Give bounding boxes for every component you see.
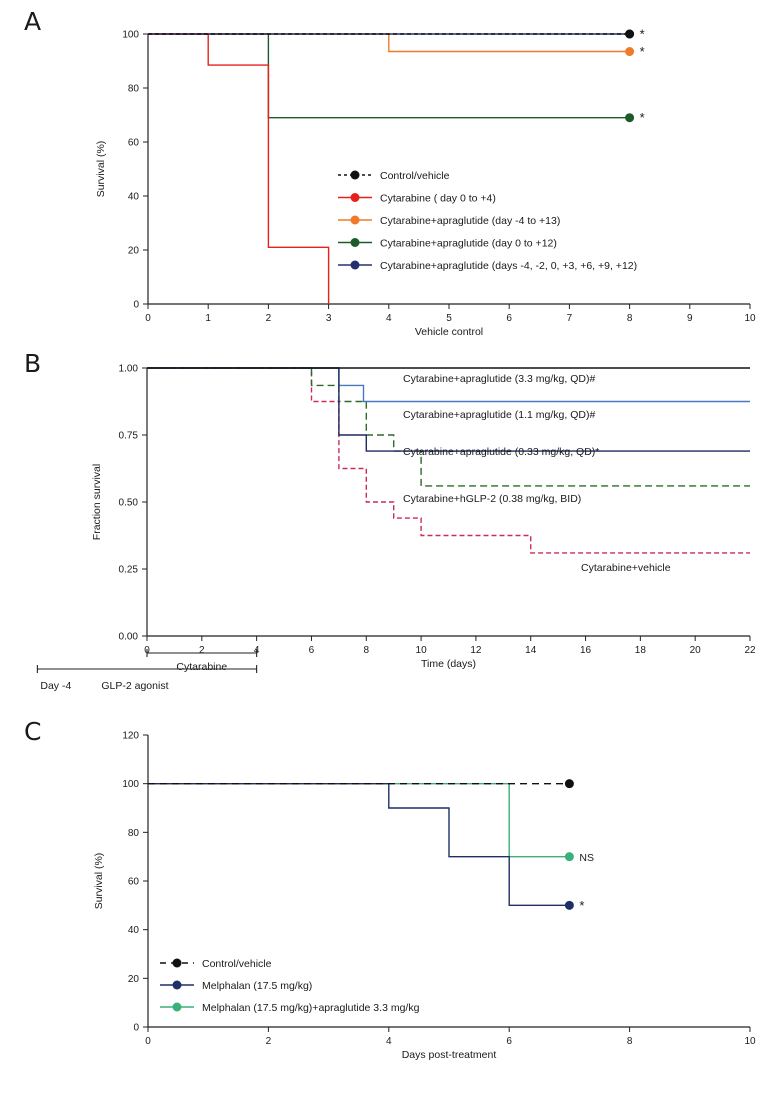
y-tick-label: 0 bbox=[133, 300, 139, 311]
x-tick-label: 4 bbox=[386, 313, 392, 324]
y-axis-label: Survival (%) bbox=[95, 141, 107, 198]
series-annotation: Cytarabine+apraglutide (3.3 mg/kg, QD)# bbox=[403, 373, 595, 385]
significance-label: * bbox=[579, 898, 584, 913]
series-annotation: Cytarabine+vehicle bbox=[581, 562, 671, 574]
y-tick-label: 0.75 bbox=[119, 431, 139, 442]
x-axis-label: Vehicle control bbox=[415, 326, 483, 338]
y-tick-label: 0.00 bbox=[119, 632, 139, 643]
x-tick-label: 8 bbox=[627, 313, 633, 324]
x-tick-label: 8 bbox=[627, 1036, 633, 1047]
series-end-marker bbox=[564, 852, 574, 862]
significance-label: * bbox=[640, 110, 645, 125]
series-line bbox=[148, 33, 330, 304]
legend-marker bbox=[350, 260, 360, 270]
legend-entry: Cytarabine+apraglutide (day -4 to +13) bbox=[380, 215, 560, 227]
legend-entry: Control/vehicle bbox=[202, 958, 272, 970]
glp2-dosing-label: GLP-2 agonist bbox=[101, 680, 168, 692]
glp2-start-label: Day -4 bbox=[40, 680, 71, 692]
y-tick-label: 0 bbox=[133, 1023, 139, 1034]
legend-entry: Control/vehicle bbox=[380, 170, 450, 182]
y-tick-label: 80 bbox=[128, 84, 140, 95]
y-axis-label: Fraction survival bbox=[91, 464, 103, 540]
significance-label: * bbox=[640, 27, 645, 42]
x-tick-label: 16 bbox=[580, 645, 592, 656]
legend-marker bbox=[172, 980, 182, 990]
cytarabine-dosing-label: Cytarabine bbox=[176, 661, 227, 673]
panel-letter-a: A bbox=[24, 7, 41, 36]
legend-marker bbox=[172, 958, 182, 968]
x-tick-label: 6 bbox=[506, 1036, 512, 1047]
x-tick-label: 2 bbox=[266, 1036, 272, 1047]
y-tick-label: 0.25 bbox=[119, 565, 139, 576]
y-axis-label: Survival (%) bbox=[93, 853, 105, 910]
series-end-marker bbox=[625, 47, 635, 57]
x-tick-label: 3 bbox=[326, 313, 332, 324]
significance-label: * bbox=[640, 44, 645, 59]
series-annotation: Cytarabine+apraglutide (0.33 mg/kg, QD)* bbox=[403, 446, 599, 458]
y-tick-label: 60 bbox=[128, 138, 140, 149]
series-line bbox=[148, 33, 630, 53]
legend-marker bbox=[172, 1002, 182, 1012]
x-axis-label: Time (days) bbox=[421, 658, 476, 670]
legend-entry: Melphalan (17.5 mg/kg) bbox=[202, 980, 312, 992]
x-tick-label: 0 bbox=[145, 1036, 151, 1047]
significance-label: NS bbox=[579, 852, 594, 864]
y-tick-label: 20 bbox=[128, 246, 140, 257]
series-line bbox=[148, 783, 570, 858]
series-end-marker bbox=[564, 900, 574, 910]
x-tick-label: 10 bbox=[744, 313, 756, 324]
legend-entry: Melphalan (17.5 mg/kg)+apraglutide 3.3 m… bbox=[202, 1002, 420, 1014]
y-tick-label: 1.00 bbox=[119, 364, 139, 375]
series-line bbox=[147, 367, 750, 554]
legend-marker bbox=[350, 238, 360, 247]
series-line bbox=[147, 367, 750, 487]
legend-marker bbox=[350, 215, 360, 225]
y-tick-label: 20 bbox=[128, 974, 140, 985]
x-tick-label: 22 bbox=[744, 645, 756, 656]
x-tick-label: 1 bbox=[205, 313, 211, 324]
x-tick-label: 5 bbox=[446, 313, 452, 324]
x-tick-label: 18 bbox=[635, 645, 647, 656]
x-tick-label: 8 bbox=[363, 645, 369, 656]
y-tick-label: 40 bbox=[128, 192, 140, 203]
legend-entry: Cytarabine ( day 0 to +4) bbox=[380, 193, 496, 205]
legend-marker bbox=[350, 193, 360, 202]
legend-entry: Cytarabine+apraglutide (day 0 to +12) bbox=[380, 238, 557, 250]
x-tick-label: 9 bbox=[687, 313, 693, 324]
x-tick-label: 2 bbox=[266, 313, 272, 324]
x-tick-label: 4 bbox=[386, 1036, 392, 1047]
y-tick-label: 120 bbox=[122, 731, 139, 742]
y-tick-label: 100 bbox=[122, 779, 139, 790]
panel-letter-b: B bbox=[24, 349, 41, 378]
legend-entry: Cytarabine+apraglutide (days -4, -2, 0, … bbox=[380, 260, 637, 272]
x-tick-label: 10 bbox=[416, 645, 428, 656]
x-tick-label: 7 bbox=[567, 313, 573, 324]
x-tick-label: 0 bbox=[145, 313, 151, 324]
x-axis-label: Days post-treatment bbox=[402, 1049, 497, 1061]
series-end-marker bbox=[625, 29, 635, 39]
y-tick-label: 80 bbox=[128, 828, 140, 839]
series-line bbox=[148, 783, 570, 906]
series-annotation: Cytarabine+apraglutide (1.1 mg/kg, QD)# bbox=[403, 409, 595, 421]
series-annotation: Cytarabine+hGLP-2 (0.38 mg/kg, BID) bbox=[403, 493, 581, 505]
y-tick-label: 60 bbox=[128, 877, 140, 888]
x-tick-label: 6 bbox=[309, 645, 315, 656]
x-tick-label: 12 bbox=[470, 645, 482, 656]
y-tick-label: 100 bbox=[122, 30, 139, 41]
x-tick-label: 10 bbox=[744, 1036, 756, 1047]
panel-b-chart: 02468101214161820220.000.250.500.751.00T… bbox=[36, 364, 756, 692]
series-end-marker bbox=[625, 113, 635, 123]
panel-letter-c: C bbox=[24, 717, 41, 746]
x-tick-label: 2 bbox=[199, 645, 205, 656]
series-end-marker bbox=[564, 779, 574, 789]
x-tick-label: 20 bbox=[690, 645, 702, 656]
y-tick-label: 0.50 bbox=[119, 498, 139, 509]
x-tick-label: 6 bbox=[506, 313, 512, 324]
legend-marker bbox=[350, 170, 360, 180]
x-tick-label: 14 bbox=[525, 645, 537, 656]
y-tick-label: 40 bbox=[128, 925, 140, 936]
